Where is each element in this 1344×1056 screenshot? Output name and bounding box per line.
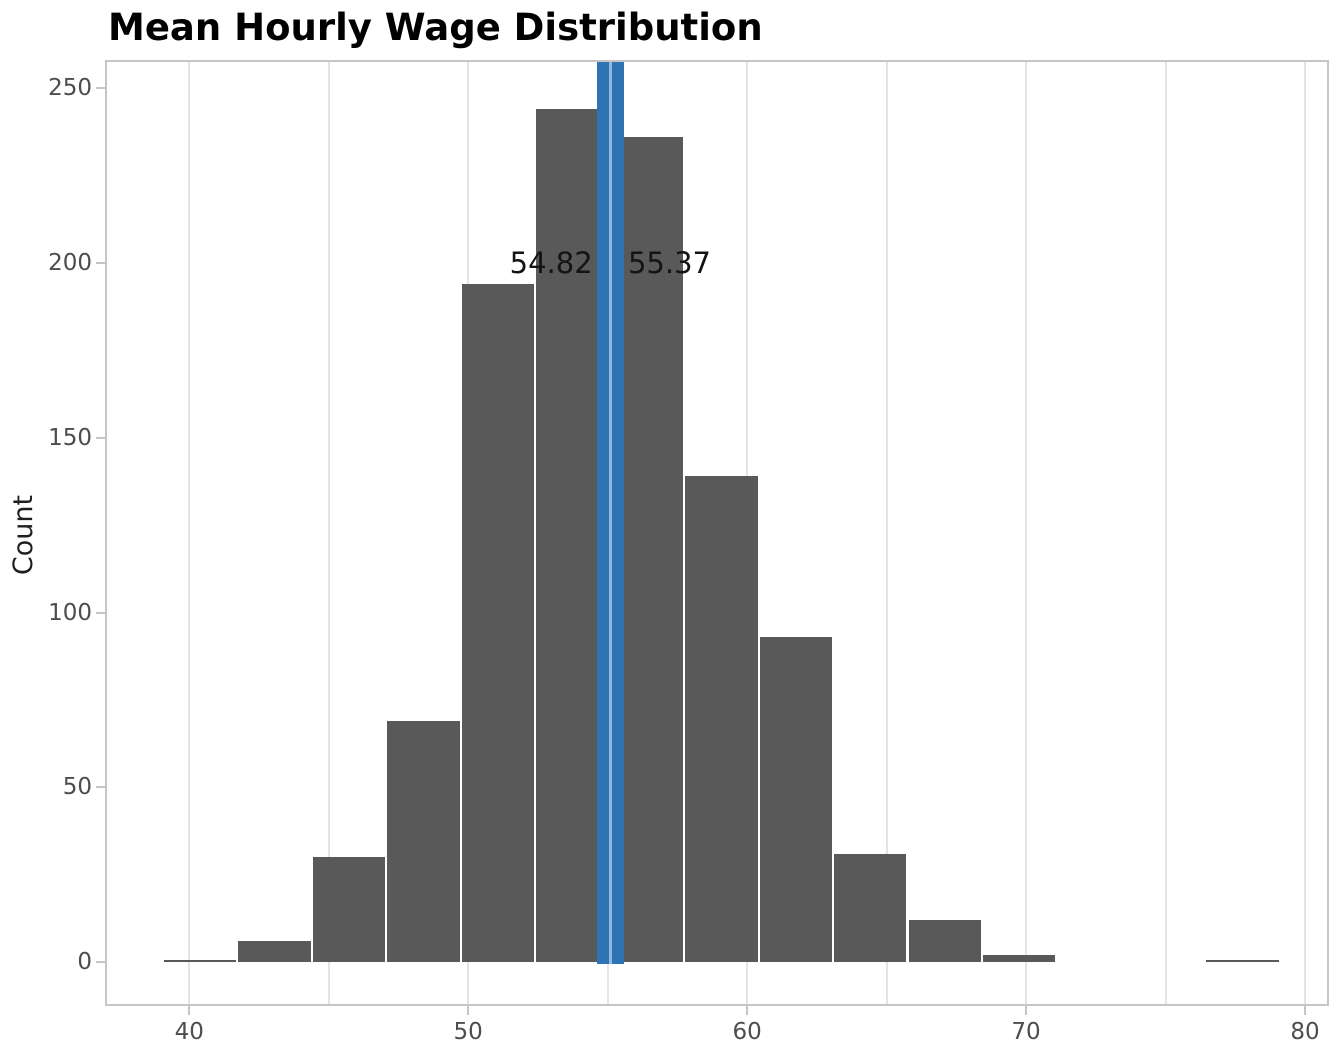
- plot-area: 54.82 55.37 40 50 60 70 80 0 50 100 150 200 250: [48, 60, 1329, 1045]
- y-tick-label: 200: [48, 249, 92, 276]
- histogram-bar: [685, 476, 758, 963]
- histogram-bar: [163, 960, 237, 963]
- vline-label: 54.82: [509, 246, 593, 280]
- x-tick: [746, 1006, 749, 1015]
- histogram-bar: [1206, 960, 1279, 963]
- x-tick-label: 60: [732, 1019, 762, 1045]
- chart-title: Mean Hourly Wage Distribution: [108, 6, 763, 49]
- reference-line: [611, 62, 624, 965]
- histogram-bar: [982, 955, 1056, 963]
- histogram-bar: [759, 636, 833, 963]
- x-tick: [188, 1006, 191, 1015]
- histogram-bar: [387, 720, 460, 963]
- x-tick: [467, 1006, 470, 1015]
- gridline: [327, 62, 330, 1004]
- x-tick-label: 40: [174, 1019, 204, 1045]
- histogram-bar: [536, 109, 609, 963]
- y-tick: [96, 87, 105, 90]
- x-tick-label: 80: [1290, 1019, 1320, 1045]
- y-tick-label: 100: [48, 599, 92, 626]
- histogram-bar: [238, 941, 311, 963]
- y-tick: [96, 611, 105, 614]
- y-tick-label: 0: [77, 949, 92, 976]
- reference-line: [596, 62, 609, 965]
- x-tick-label: 70: [1011, 1019, 1041, 1045]
- y-tick: [96, 961, 105, 964]
- gridline: [1025, 62, 1028, 1004]
- x-tick-label: 50: [453, 1019, 483, 1045]
- histogram-bar: [908, 920, 981, 963]
- y-tick-label: 150: [48, 424, 92, 451]
- y-tick: [96, 261, 105, 264]
- y-tick: [96, 786, 105, 789]
- gridline: [1303, 62, 1306, 1004]
- vline-gap-strip: [608, 62, 612, 965]
- x-tick: [1303, 1006, 1306, 1015]
- histogram-bar: [461, 283, 535, 963]
- vline-label: 55.37: [627, 246, 711, 280]
- gridline: [1164, 62, 1167, 1004]
- y-tick: [96, 436, 105, 439]
- y-tick-label: 50: [62, 774, 92, 801]
- gridline: [885, 62, 888, 1004]
- x-tick: [1025, 1006, 1028, 1015]
- gridline: [188, 62, 191, 1004]
- histogram-bar: [834, 853, 907, 963]
- y-tick-label: 250: [48, 75, 92, 102]
- histogram-bar: [312, 857, 386, 963]
